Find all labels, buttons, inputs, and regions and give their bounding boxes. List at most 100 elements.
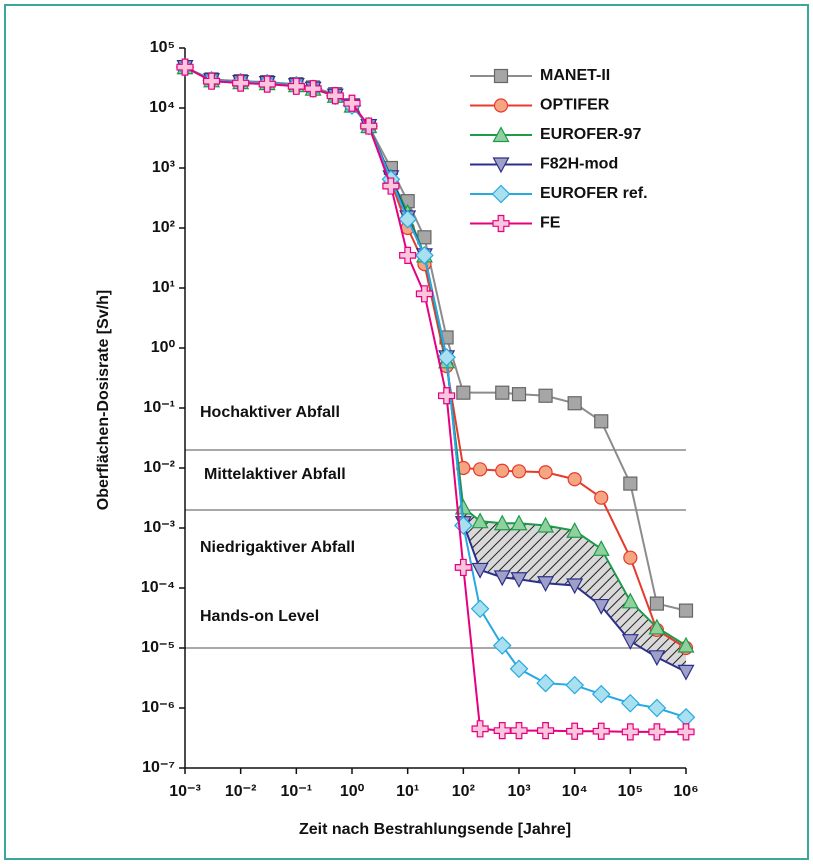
- y-tick-label: 10⁻⁴: [141, 579, 175, 596]
- x-tick-label: 10²: [452, 783, 475, 800]
- y-axis-label: Oberflächen-Dosisrate [Sv/h]: [95, 290, 112, 511]
- marker: [343, 94, 361, 112]
- marker: [591, 684, 611, 704]
- marker: [471, 720, 489, 738]
- marker: [566, 521, 584, 538]
- marker: [623, 476, 638, 491]
- marker: [495, 463, 510, 478]
- marker: [621, 723, 639, 741]
- y-tick-label: 10⁻⁷: [142, 759, 175, 776]
- marker: [437, 347, 456, 367]
- marker: [510, 514, 528, 531]
- marker: [676, 707, 696, 727]
- y-tick-label: 10⁻¹: [143, 399, 175, 416]
- marker: [592, 598, 610, 615]
- marker: [621, 634, 639, 650]
- marker: [538, 465, 553, 480]
- marker: [536, 722, 555, 740]
- legend: MANET-II OPTIFER EUROFER-97 F82H-mod EUROFER…: [470, 67, 648, 233]
- marker: [326, 87, 344, 105]
- y-tick-label: 10¹: [152, 279, 175, 296]
- marker: [648, 723, 666, 741]
- marker: [493, 68, 509, 84]
- marker: [677, 723, 695, 741]
- marker: [511, 387, 527, 402]
- marker: [536, 673, 555, 693]
- series-line: [184, 66, 687, 649]
- series-line: [184, 66, 687, 612]
- marker: [621, 592, 639, 609]
- marker: [437, 387, 456, 405]
- annotation: Niedrigaktiver Abfall: [200, 539, 355, 556]
- marker: [454, 558, 472, 577]
- marker: [258, 75, 276, 93]
- marker: [415, 285, 434, 303]
- x-tick-label: 10⁵: [618, 783, 643, 800]
- marker: [594, 414, 609, 429]
- marker: [510, 722, 528, 740]
- x-tick-label: 10⁰: [340, 783, 365, 800]
- marker: [287, 77, 305, 95]
- marker: [648, 650, 666, 667]
- marker: [594, 490, 609, 505]
- frame: [4, 4, 809, 860]
- marker: [538, 388, 553, 403]
- marker: [456, 385, 471, 400]
- marker: [649, 596, 664, 611]
- marker: [382, 177, 400, 195]
- marker: [647, 698, 667, 718]
- y-tick-label: 10²: [152, 219, 175, 236]
- marker: [565, 675, 585, 695]
- legend-label: FE: [540, 215, 561, 232]
- marker: [471, 512, 489, 529]
- marker: [492, 126, 510, 143]
- x-tick-label: 10¹: [396, 783, 419, 800]
- marker: [509, 659, 529, 679]
- y-tick-label: 10⁻²: [143, 459, 175, 476]
- marker: [398, 209, 418, 229]
- marker: [493, 570, 511, 587]
- marker: [592, 722, 610, 740]
- marker: [537, 516, 555, 533]
- x-tick-label: 10⁶: [673, 783, 698, 800]
- marker: [677, 664, 695, 681]
- x-axis-label: Zeit nach Bestrahlungsende [Jahre]: [299, 821, 571, 838]
- legend-label: OPTIFER: [540, 97, 610, 114]
- x-tick-label: 10⁻¹: [281, 783, 313, 800]
- y-tick-label: 10⁻⁶: [141, 699, 175, 716]
- y-tick-label: 10⁻⁵: [141, 639, 175, 656]
- annotation: Hands-on Level: [200, 608, 319, 625]
- marker: [470, 599, 490, 619]
- legend-label: MANET-II: [540, 67, 610, 84]
- marker: [493, 514, 511, 531]
- legend-label: F82H-mod: [540, 156, 618, 173]
- y-tick-label: 10⁴: [149, 99, 175, 116]
- x-tick-label: 10⁴: [562, 783, 588, 800]
- marker: [623, 550, 638, 565]
- series-line: [184, 66, 687, 647]
- marker: [492, 214, 510, 233]
- marker: [678, 603, 694, 618]
- y-tick-label: 10⁰: [151, 339, 176, 356]
- marker: [567, 472, 582, 487]
- marker: [620, 693, 640, 713]
- marker: [511, 464, 527, 479]
- marker: [492, 157, 510, 174]
- marker: [232, 74, 250, 92]
- y-tick-label: 10⁵: [150, 39, 175, 56]
- marker: [648, 618, 666, 635]
- legend-label: EUROFER ref.: [540, 185, 648, 202]
- marker: [492, 636, 512, 655]
- marker: [202, 72, 221, 90]
- marker: [304, 80, 322, 98]
- marker: [399, 246, 417, 264]
- marker: [493, 98, 509, 113]
- y-tick-label: 10⁻³: [143, 519, 175, 536]
- hatched-region: [463, 507, 686, 672]
- marker: [493, 722, 511, 740]
- annotation: Hochaktiver Abfall: [200, 404, 340, 421]
- marker: [510, 572, 528, 589]
- marker: [491, 184, 511, 204]
